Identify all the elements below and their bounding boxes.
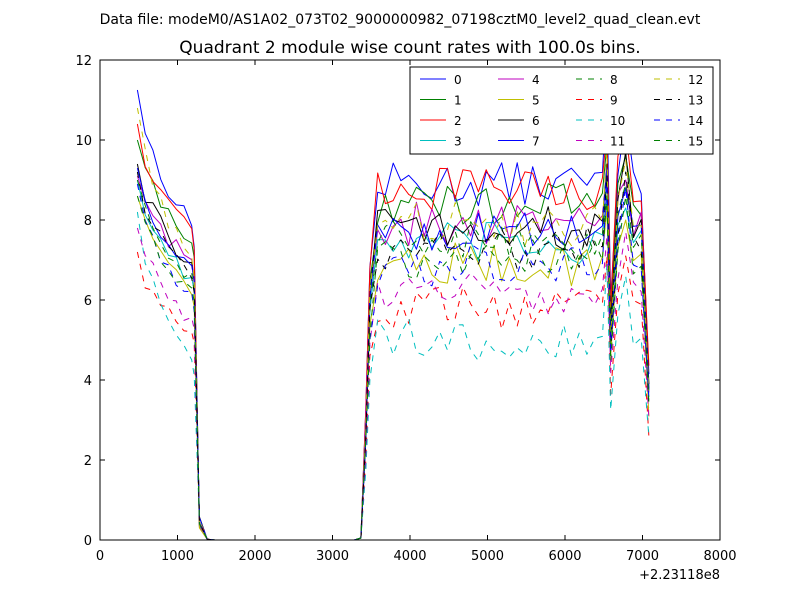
legend-label-4: 4 [532, 73, 540, 87]
legend-label-2: 2 [454, 114, 462, 128]
series-line-8 [136, 179, 650, 540]
series-line-5 [136, 195, 650, 540]
series-line-3 [136, 179, 650, 540]
series-line-6 [136, 151, 650, 540]
legend-label-14: 14 [688, 114, 703, 128]
x-tick-label: 0 [96, 549, 104, 564]
series-line-4 [136, 171, 650, 540]
series-line-9 [136, 251, 650, 540]
legend-label-12: 12 [688, 73, 703, 87]
x-tick-label: 8000 [703, 549, 736, 564]
legend-label-9: 9 [610, 94, 618, 108]
series-line-11 [136, 227, 650, 540]
x-axis-offset-label: +2.23118e8 [639, 568, 720, 583]
y-tick-label: 10 [75, 134, 92, 149]
legend-label-3: 3 [454, 135, 462, 149]
x-tick-label: 7000 [626, 549, 659, 564]
series-line-10 [136, 211, 650, 540]
series-line-12 [136, 107, 650, 540]
y-tick-label: 12 [75, 54, 92, 69]
y-tick-label: 8 [84, 214, 92, 229]
x-tick-label: 6000 [548, 549, 581, 564]
series-line-0 [136, 89, 650, 540]
legend-label-5: 5 [532, 94, 540, 108]
x-tick-label: 1000 [161, 549, 194, 564]
figure-suptitle: Data file: modeM0/AS1A02_073T02_90000009… [100, 12, 701, 28]
x-tick-label: 3000 [316, 549, 349, 564]
x-tick-label: 5000 [471, 549, 504, 564]
legend-label-15: 15 [688, 135, 703, 149]
legend-label-10: 10 [610, 114, 625, 128]
x-tick-label: 4000 [393, 549, 426, 564]
y-tick-label: 4 [84, 374, 92, 389]
series-line-13 [136, 171, 650, 540]
legend-label-0: 0 [454, 73, 462, 87]
y-tick-label: 2 [84, 454, 92, 469]
series-line-2 [136, 123, 650, 540]
plot-area: 0 1000 2000 3000 4000 5000 6000 7000 80000246810… [75, 54, 736, 583]
y-tick-label: 0 [84, 534, 92, 549]
series-line-15 [136, 195, 650, 540]
y-tick-label: 6 [84, 294, 92, 309]
chart-title: Quadrant 2 module wise count rates with … [179, 38, 640, 58]
legend-label-6: 6 [532, 114, 540, 128]
series-line-14 [136, 183, 650, 540]
series-line-7 [136, 167, 650, 540]
legend-label-1: 1 [454, 94, 462, 108]
legend-label-8: 8 [610, 73, 618, 87]
legend-label-11: 11 [610, 135, 625, 149]
legend-label-13: 13 [688, 94, 703, 108]
legend-box [409, 66, 714, 155]
legend-label-7: 7 [532, 135, 540, 149]
series-line-1 [136, 139, 650, 540]
x-tick-label: 2000 [238, 549, 271, 564]
series-lines [136, 89, 650, 540]
